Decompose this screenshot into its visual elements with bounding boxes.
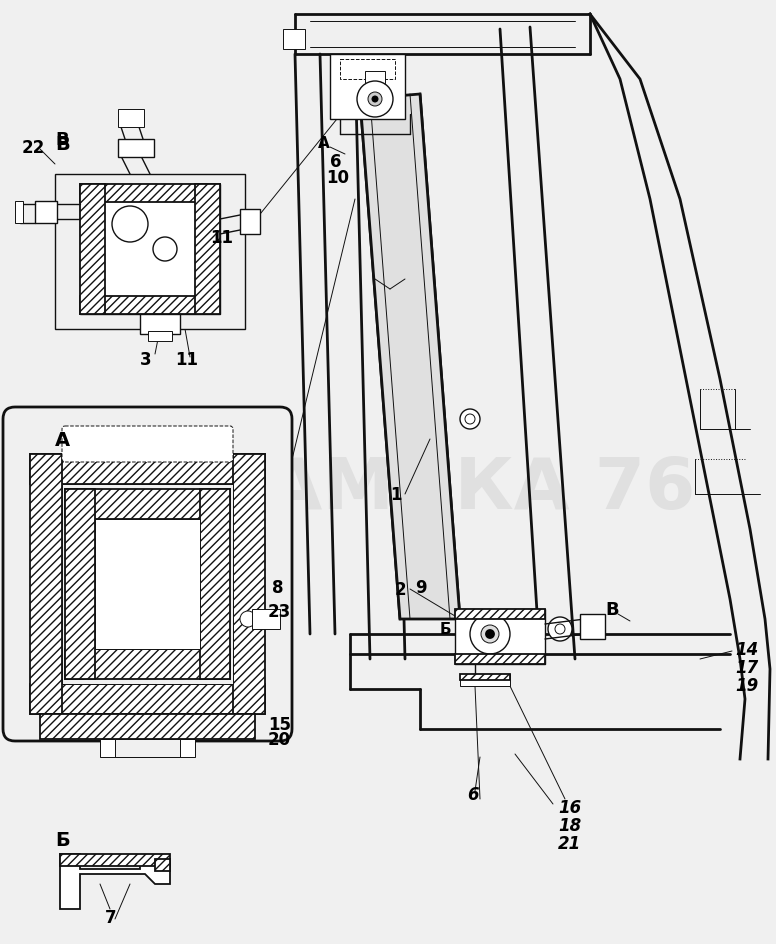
Bar: [95, 519, 200, 649]
Text: 2: 2: [395, 581, 407, 598]
Bar: [30, 454, 265, 484]
Bar: [200, 490, 230, 680]
Circle shape: [153, 238, 177, 261]
Circle shape: [357, 82, 393, 118]
Bar: [455, 610, 545, 619]
Text: 23: 23: [268, 602, 291, 620]
Text: 15: 15: [268, 716, 291, 733]
Text: 22: 22: [22, 139, 45, 157]
Text: В: В: [55, 135, 70, 154]
Circle shape: [486, 631, 494, 638]
Circle shape: [470, 615, 510, 654]
Bar: [65, 649, 230, 680]
Bar: [195, 185, 220, 314]
Bar: [55, 175, 245, 329]
FancyBboxPatch shape: [62, 427, 233, 463]
Bar: [233, 454, 265, 715]
Bar: [118, 140, 154, 158]
Text: В: В: [605, 600, 618, 618]
Bar: [30, 684, 265, 715]
Bar: [65, 490, 95, 680]
Bar: [283, 30, 305, 50]
Bar: [455, 654, 545, 665]
Circle shape: [465, 414, 475, 425]
Circle shape: [372, 97, 378, 103]
Bar: [365, 72, 385, 84]
Polygon shape: [60, 854, 170, 909]
Bar: [340, 59, 395, 80]
Bar: [148, 331, 172, 342]
Bar: [460, 674, 510, 686]
Bar: [140, 314, 180, 334]
Text: 11: 11: [175, 350, 198, 368]
Text: В: В: [55, 131, 68, 149]
Text: 7: 7: [105, 908, 116, 926]
Bar: [460, 674, 510, 681]
Text: 6: 6: [467, 785, 479, 803]
Circle shape: [481, 625, 499, 643]
Circle shape: [240, 612, 256, 628]
Text: A: A: [55, 430, 70, 449]
Text: ДИНАМИКА 76: ДИНАМИКА 76: [81, 455, 695, 524]
Bar: [115, 739, 180, 757]
Polygon shape: [360, 95, 460, 619]
Bar: [40, 715, 255, 739]
Bar: [155, 859, 170, 871]
Circle shape: [555, 624, 565, 634]
Text: 3: 3: [140, 350, 151, 368]
Bar: [80, 296, 220, 314]
Bar: [100, 739, 195, 757]
Bar: [60, 854, 170, 866]
Text: 9: 9: [415, 579, 427, 597]
Bar: [30, 454, 62, 715]
Text: 20: 20: [268, 731, 291, 749]
Text: 11: 11: [210, 228, 233, 246]
Bar: [455, 610, 545, 665]
FancyBboxPatch shape: [3, 408, 292, 741]
Circle shape: [548, 617, 572, 641]
Text: 14: 14: [735, 640, 758, 658]
Bar: [15, 202, 23, 224]
Bar: [330, 55, 405, 120]
Bar: [118, 110, 144, 127]
Text: 19: 19: [735, 676, 758, 694]
Circle shape: [112, 207, 148, 243]
Text: 1: 1: [390, 485, 401, 503]
Text: 8: 8: [272, 579, 283, 597]
Circle shape: [460, 410, 480, 430]
Text: Б: Б: [55, 830, 70, 849]
Text: Б: Б: [440, 622, 452, 637]
Bar: [80, 185, 220, 203]
Bar: [65, 490, 230, 519]
Bar: [80, 185, 105, 314]
Text: 10: 10: [326, 169, 349, 187]
Bar: [252, 610, 280, 630]
Bar: [240, 210, 260, 235]
Bar: [80, 185, 220, 314]
Text: 6: 6: [330, 153, 341, 171]
Text: A: A: [318, 135, 330, 150]
Text: 17: 17: [735, 658, 758, 676]
Text: 18: 18: [558, 817, 581, 834]
Bar: [62, 484, 233, 684]
Bar: [35, 202, 57, 224]
Text: 21: 21: [558, 834, 581, 852]
Text: 16: 16: [558, 799, 581, 817]
Bar: [580, 615, 605, 639]
Circle shape: [368, 93, 382, 107]
